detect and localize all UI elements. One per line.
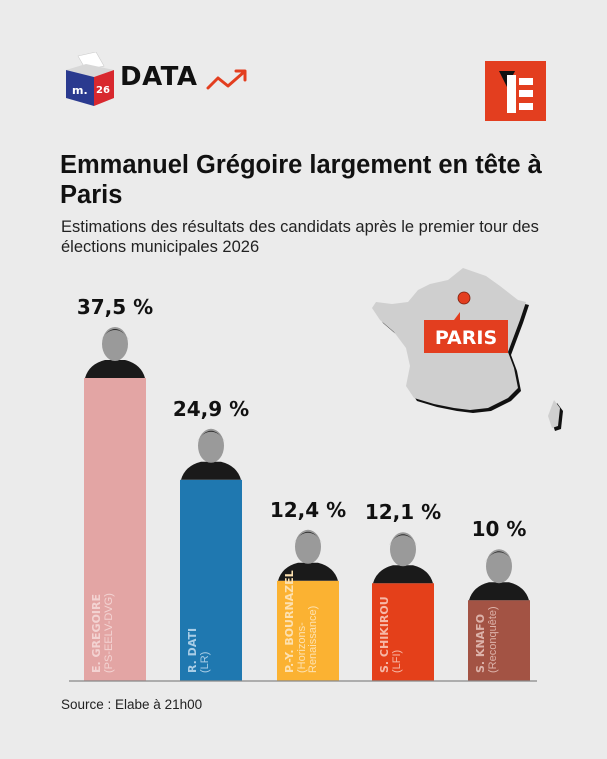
- data-label: 37,5 %: [77, 295, 153, 319]
- bar: [372, 583, 434, 681]
- category-label: S. CHIKIROU (LFI): [378, 596, 403, 673]
- bar-group: 37,5 % E. GREGOIRE (PS-EELV-DVG): [77, 295, 153, 681]
- corsica: [548, 400, 560, 428]
- candidate-name: S. KNAFO: [474, 614, 487, 673]
- logo-badge-left: m.: [72, 84, 88, 97]
- paris-label: PARIS: [435, 327, 497, 349]
- page-title: Emmanuel Grégoire largement en tête à Pa…: [60, 151, 542, 209]
- category-label: E. GREGOIRE (PS-EELV-DVG): [90, 593, 115, 673]
- candidate-party: (Horizons-: [296, 622, 308, 673]
- section-label: DATA: [120, 62, 198, 92]
- data-label: 12,1 %: [365, 500, 441, 524]
- category-label: P.-Y. BOURNAZEL (Horizons- Renaissance): [283, 570, 319, 673]
- candidate-photo: [469, 549, 529, 601]
- candidate-photo: [373, 532, 433, 584]
- bar-group: 12,4 % P.-Y. BOURNAZEL (Horizons- Renaissan…: [270, 498, 346, 681]
- logo-badge-right: 26: [96, 85, 110, 96]
- candidate-name: S. CHIKIROU: [378, 596, 391, 673]
- france-map: PARIS: [372, 268, 563, 431]
- candidate-party: (LFI): [391, 650, 403, 673]
- data-label: 12,4 %: [270, 498, 346, 522]
- box-left-face: [66, 70, 94, 106]
- bar: [84, 378, 146, 681]
- source-note: Source : Elabe à 21h00: [61, 697, 203, 712]
- candidate-name: P.-Y. BOURNAZEL: [283, 570, 296, 673]
- candidate-name: R. DATI: [186, 628, 199, 673]
- candidate-party: Renaissance): [307, 606, 319, 673]
- candidate-party: (Reconquête): [487, 606, 499, 673]
- data-label: 10 %: [472, 517, 527, 541]
- bar-group: 12,1 % S. CHIKIROU (LFI): [365, 500, 441, 681]
- bars-layer: 37,5 % E. GREGOIRE (PS-EELV-DVG) 24,9 % R. D…: [77, 295, 530, 681]
- bar: [180, 479, 242, 681]
- paris-label-callout: PARIS: [424, 312, 508, 353]
- page-subtitle: Estimations des résultats des candidats …: [61, 218, 539, 256]
- paris-marker-icon: [457, 291, 471, 305]
- candidate-photo: [85, 327, 145, 378]
- brand-e-logo: [485, 61, 546, 121]
- m26-ballot-box-logo: m. 26: [66, 52, 114, 106]
- box-right-face: [94, 70, 114, 106]
- box-top: [66, 64, 114, 77]
- trend-up-arrow-icon: [206, 69, 247, 90]
- candidate-photo: [278, 529, 338, 581]
- candidate-party: (LR): [199, 652, 211, 673]
- candidate-name: E. GREGOIRE: [90, 594, 103, 673]
- bar: [468, 600, 530, 681]
- category-label: S. KNAFO (Reconquête): [474, 606, 499, 673]
- category-label: R. DATI (LR): [186, 628, 211, 673]
- data-label: 24,9 %: [173, 397, 249, 421]
- bar-group: 24,9 % R. DATI (LR): [173, 397, 249, 681]
- candidate-party: (PS-EELV-DVG): [103, 593, 115, 673]
- candidate-photo: [181, 428, 241, 480]
- bar-group: 10 % S. KNAFO (Reconquête): [468, 517, 530, 681]
- bar: [277, 580, 339, 681]
